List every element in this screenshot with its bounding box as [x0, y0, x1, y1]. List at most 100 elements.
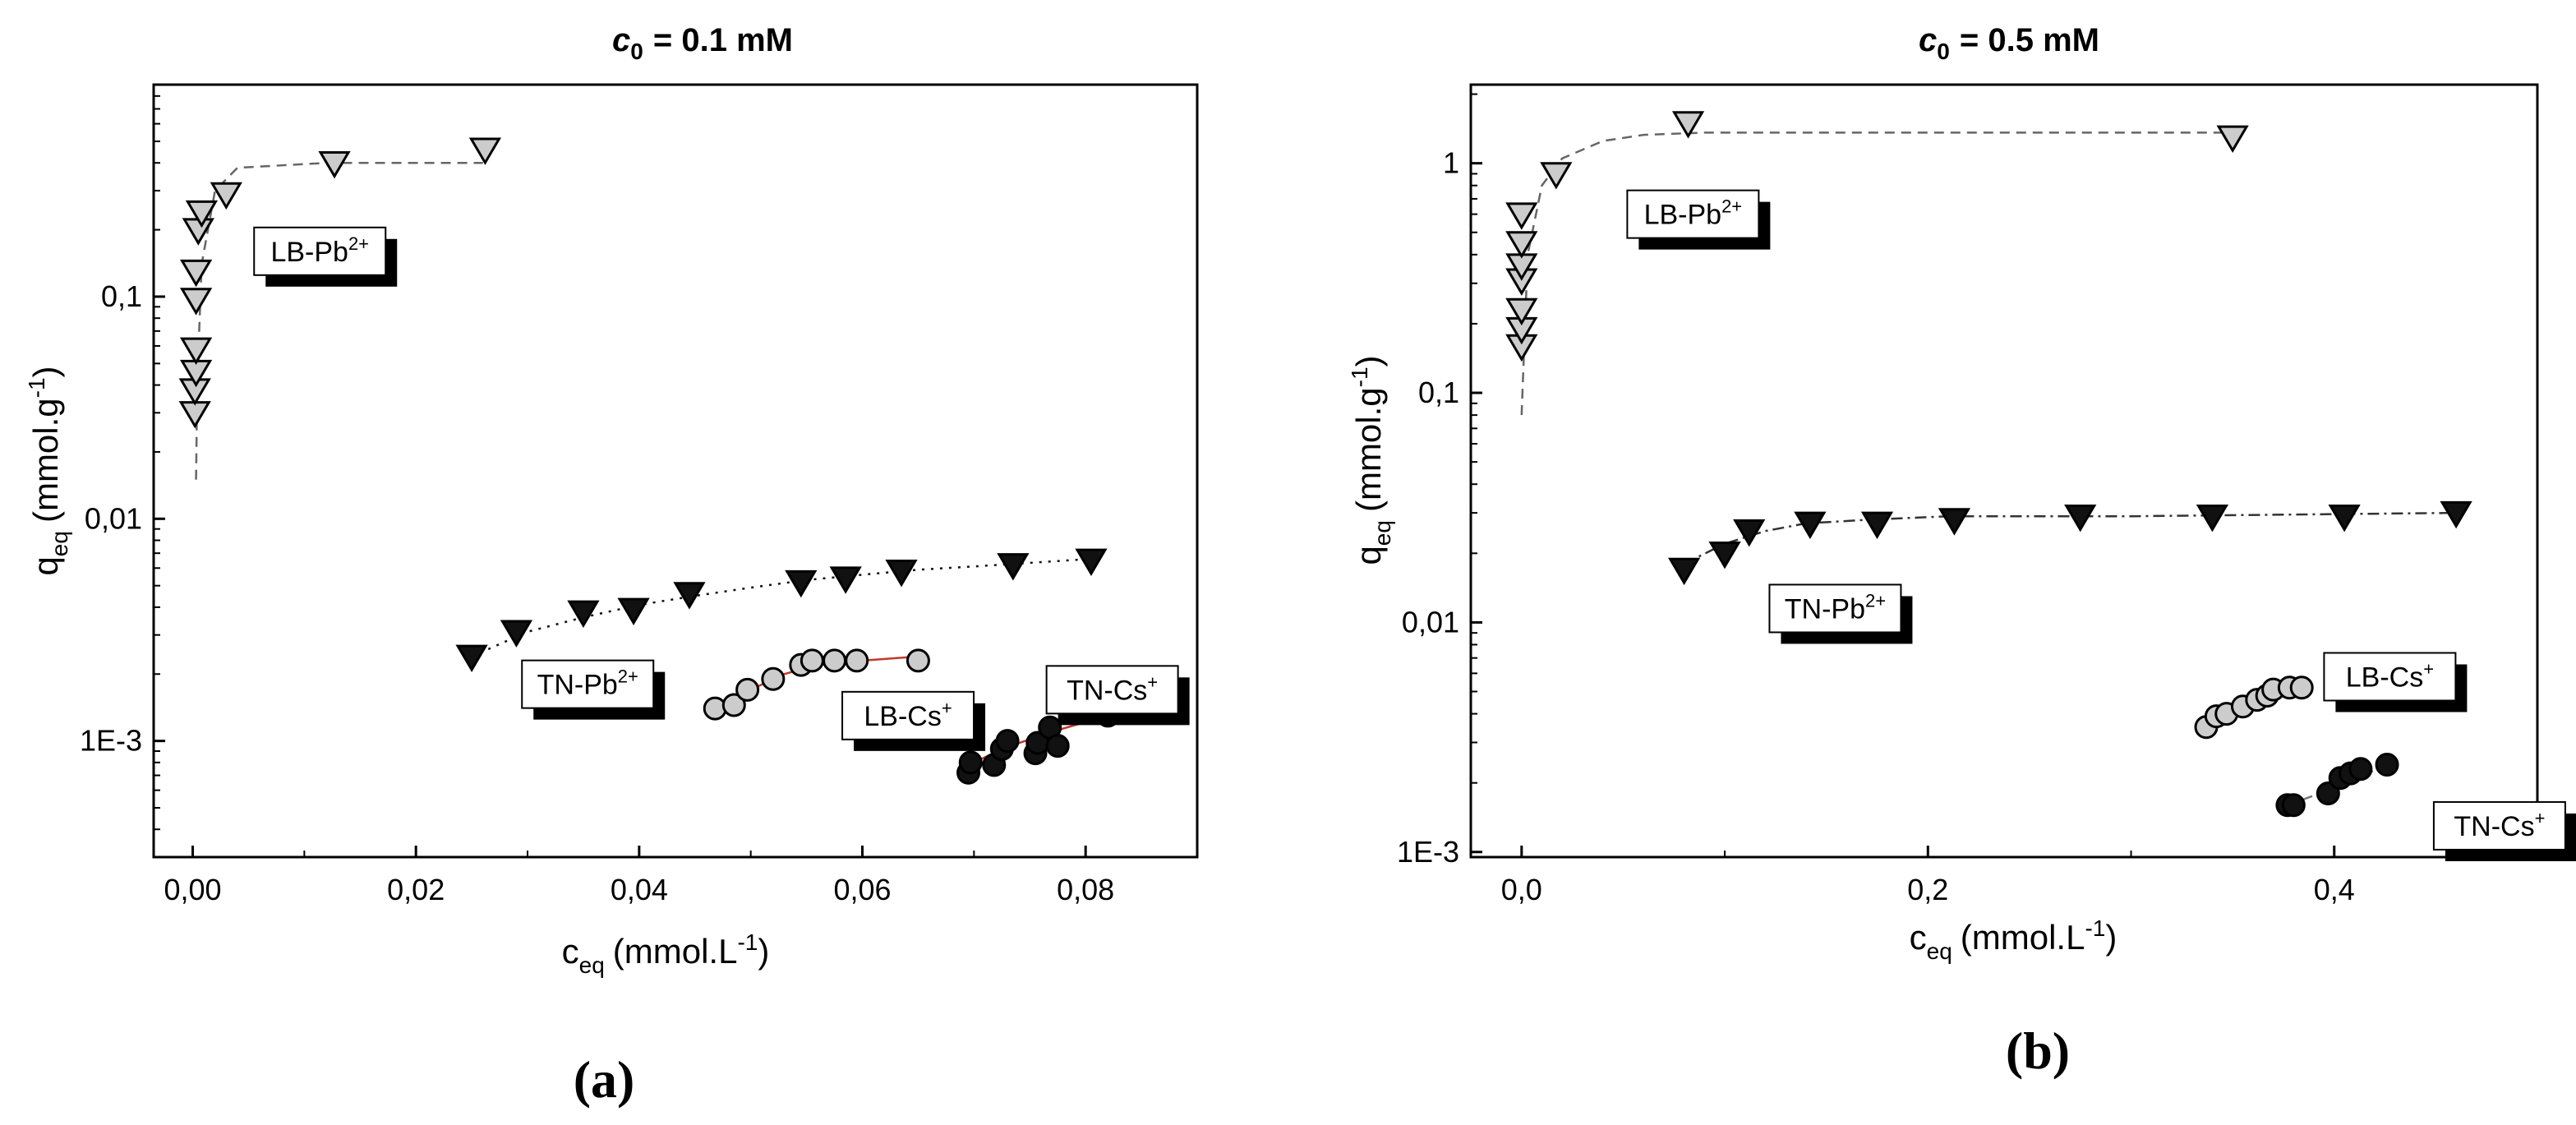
point-tn-cs — [1045, 734, 1070, 758]
label-box-tn-pb2 — [521, 659, 655, 709]
point-tn-pb2 — [785, 569, 818, 598]
point-tn-pb2 — [885, 560, 918, 588]
fit-line-lb-pb2 — [1520, 131, 2233, 416]
chart-title-a: c0 = 0.1 mM — [612, 22, 793, 64]
point-lb-pb2 — [179, 288, 213, 316]
x-tick-label: 0,4 — [2314, 873, 2355, 906]
panel-label-a: (a) — [574, 1050, 635, 1109]
chart-title-b: c0 = 0.5 mM — [1919, 22, 2099, 64]
point-tn-pb2 — [2064, 504, 2097, 533]
label-box-tn-cs — [2432, 800, 2566, 851]
point-lb-pb2 — [1540, 162, 1573, 190]
y-axis-label-b: qeq(mmol.g-1) — [1347, 355, 1395, 565]
point-lb-pb2 — [179, 337, 213, 366]
label-box-lb-cs — [2323, 652, 2457, 702]
chart-panel-b: c0 = 0.5 mM 0,0 0,2 0,4 1E-3 0,01 0,1 1 LB-Pb2+… — [1347, 22, 2576, 1080]
point-lb-cs — [703, 696, 727, 721]
x-tick-label: 0,02 — [387, 873, 445, 906]
point-lb-cs — [761, 666, 786, 691]
label-box-lb-pb2 — [1626, 189, 1760, 239]
point-lb-cs — [721, 693, 746, 717]
point-tn-pb2 — [500, 620, 533, 648]
point-lb-pb2 — [468, 137, 502, 165]
y-tick-label: 1 — [1443, 146, 1459, 180]
series-label-tn-cs: TN-Cs+ — [1067, 671, 1158, 706]
series-label-tn-cs: TN-Cs+ — [2454, 808, 2545, 842]
point-lb-cs — [2289, 675, 2314, 700]
y-tick-label: 0,01 — [85, 501, 142, 535]
point-tn-pb2 — [1938, 508, 1971, 536]
axis-ticks-b: 0,0 0,2 0,4 1E-3 0,01 0,1 1 — [1397, 93, 2355, 906]
data-points-b — [1505, 111, 2472, 818]
series-label-lb-cs: LB-Cs+ — [2346, 658, 2434, 693]
point-lb-pb2 — [210, 182, 242, 210]
series-label-tn-pb2: TN-Pb2+ — [1785, 590, 1886, 625]
series-label-lb-pb2: LB-Pb2+ — [1644, 196, 1743, 231]
point-tn-pb2 — [455, 644, 488, 672]
x-tick-label: 0,2 — [1907, 873, 1948, 906]
panel-label-b: (b) — [2006, 1021, 2070, 1080]
point-tn-pb2 — [617, 597, 650, 625]
y-axis-label-a: qeq(mmol.g-1) — [24, 366, 72, 575]
point-tn-pb2 — [567, 600, 600, 629]
label-box-tn-cs — [1045, 665, 1179, 715]
series-label-lb-cs: LB-Cs+ — [864, 698, 952, 732]
point-tn-cs — [2316, 781, 2340, 805]
point-tn-pb2 — [2196, 504, 2229, 533]
y-tick-label: 0,1 — [1418, 376, 1459, 409]
point-tn-pb2 — [1075, 548, 1108, 576]
x-tick-label: 0,04 — [611, 873, 668, 906]
x-tick-label: 0,08 — [1057, 873, 1114, 906]
plot-frame-b — [1469, 83, 2539, 859]
point-lb-pb2 — [1505, 202, 1538, 230]
point-lb-cs — [823, 648, 847, 673]
point-lb-pb2 — [2216, 125, 2249, 153]
x-tick-label: 0,00 — [164, 873, 222, 906]
series-label-lb-pb2: LB-Pb2+ — [270, 233, 369, 268]
point-lb-cs — [735, 677, 760, 702]
point-lb-pb2 — [1505, 231, 1538, 259]
point-lb-pb2 — [1505, 297, 1538, 326]
point-tn-pb2 — [2440, 500, 2472, 529]
point-tn-pb2 — [997, 553, 1030, 581]
x-tick-label: 0,0 — [1501, 873, 1542, 906]
point-tn-cs — [995, 729, 1020, 754]
label-box-lb-pb2 — [253, 226, 387, 276]
point-tn-cs — [958, 750, 983, 775]
fit-line-tn-pb2 — [471, 557, 1092, 658]
series-labels-a: LB-Pb2+ TN-Pb2+ LB-Cs+ TN-Cs+ — [253, 226, 1190, 751]
y-tick-label: 1E-3 — [1397, 835, 1459, 869]
point-tn-pb2 — [1708, 542, 1741, 569]
point-lb-cs — [906, 648, 930, 673]
x-tick-label: 0,06 — [833, 873, 891, 906]
point-tn-pb2 — [1733, 519, 1766, 547]
y-tick-label: 0,1 — [101, 279, 142, 313]
point-tn-pb2 — [1667, 557, 1701, 586]
point-lb-pb2 — [179, 259, 213, 288]
plot-frame-a — [152, 83, 1199, 859]
label-box-lb-cs — [841, 690, 975, 740]
y-tick-label: 1E-3 — [80, 724, 142, 758]
point-lb-cs — [800, 648, 824, 673]
point-tn-cs — [2348, 757, 2373, 782]
y-tick-label: 0,01 — [1402, 605, 1459, 639]
point-lb-cs — [845, 648, 869, 673]
point-lb-pb2 — [185, 200, 219, 228]
point-lb-pb2 — [318, 150, 351, 179]
point-tn-pb2 — [673, 582, 706, 610]
label-box-tn-pb2 — [1768, 583, 1902, 634]
point-tn-pb2 — [1860, 511, 1894, 540]
point-tn-pb2 — [1794, 511, 1827, 540]
point-lb-pb2 — [178, 401, 211, 429]
point-tn-cs — [2375, 753, 2399, 777]
x-axis-label-b: ceq (mmol.L-1) — [1910, 915, 2117, 964]
point-tn-pb2 — [829, 566, 862, 594]
series-labels-b: LB-Pb2+ TN-Pb2+ LB-Cs+ TN-Cs+ — [1626, 189, 2576, 861]
fit-line-lb-pb2 — [195, 161, 483, 480]
point-tn-cs — [2281, 793, 2306, 818]
x-axis-label-a: ceq (mmol.L-1) — [562, 929, 770, 978]
point-lb-pb2 — [1671, 111, 1705, 139]
chart-panel-a: c0 = 0.1 mM 0,00 0,02 0,04 0,06 0,08 1E-3 0,01 0… — [24, 22, 1199, 1109]
series-label-tn-pb2: TN-Pb2+ — [537, 666, 638, 701]
